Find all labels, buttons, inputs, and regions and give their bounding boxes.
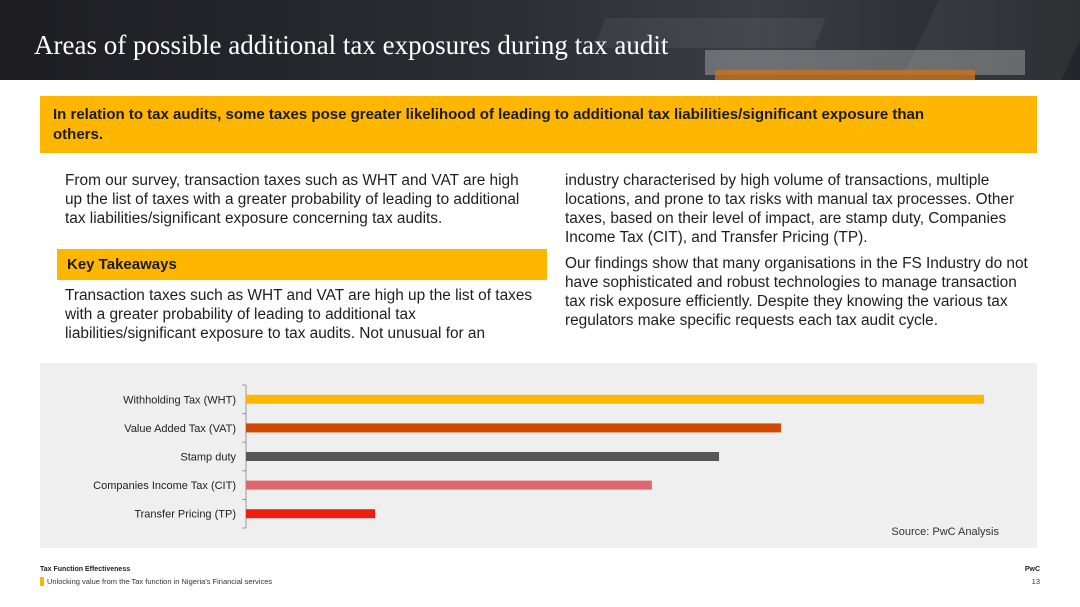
intro-banner: In relation to tax audits, some taxes po… [40,96,1037,153]
key-takeaways-bar: Key Takeaways [57,249,547,280]
bar [246,423,782,433]
category-label: Companies Income Tax (CIT) [93,480,236,492]
bar [246,452,720,461]
footer-brand: PwC [1024,566,1040,573]
category-label: Withholding Tax (WHT) [123,394,236,406]
bar [246,394,984,404]
chart-panel: Withholding Tax (WHT) Value Added Tax (VA… [40,363,1037,548]
bar [246,509,376,519]
bar [246,480,652,490]
header-band: Areas of possible additional tax exposur… [0,0,1080,80]
category-label: Stamp duty [180,452,236,464]
page-number: 13 [1031,577,1040,586]
category-label: Transfer Pricing (TP) [134,509,236,521]
findings-paragraph: Our findings show that many organisation… [565,255,1028,329]
banner-text: In relation to tax audits, some taxes po… [53,106,925,143]
category-label: Value Added Tax (VAT) [124,423,236,435]
key-takeaways-label: Key Takeaways [67,256,177,273]
survey-paragraph: From our survey, transaction taxes such … [65,172,520,227]
slide-title: Areas of possible additional tax exposur… [34,30,669,60]
bar-chart: Withholding Tax (WHT) Value Added Tax (VA… [93,384,984,529]
header-decoration [715,70,975,80]
industry-paragraph: industry characterised by high volume of… [565,172,1015,246]
source-note: Source: PwC Analysis [891,526,999,538]
footer-subtitle: Unlocking value from the Tax function in… [47,577,273,586]
footer-title: Tax Function Effectiveness [40,566,131,573]
takeaways-paragraph: Transaction taxes such as WHT and VAT ar… [65,287,533,342]
footer-accent-mark [40,577,44,586]
